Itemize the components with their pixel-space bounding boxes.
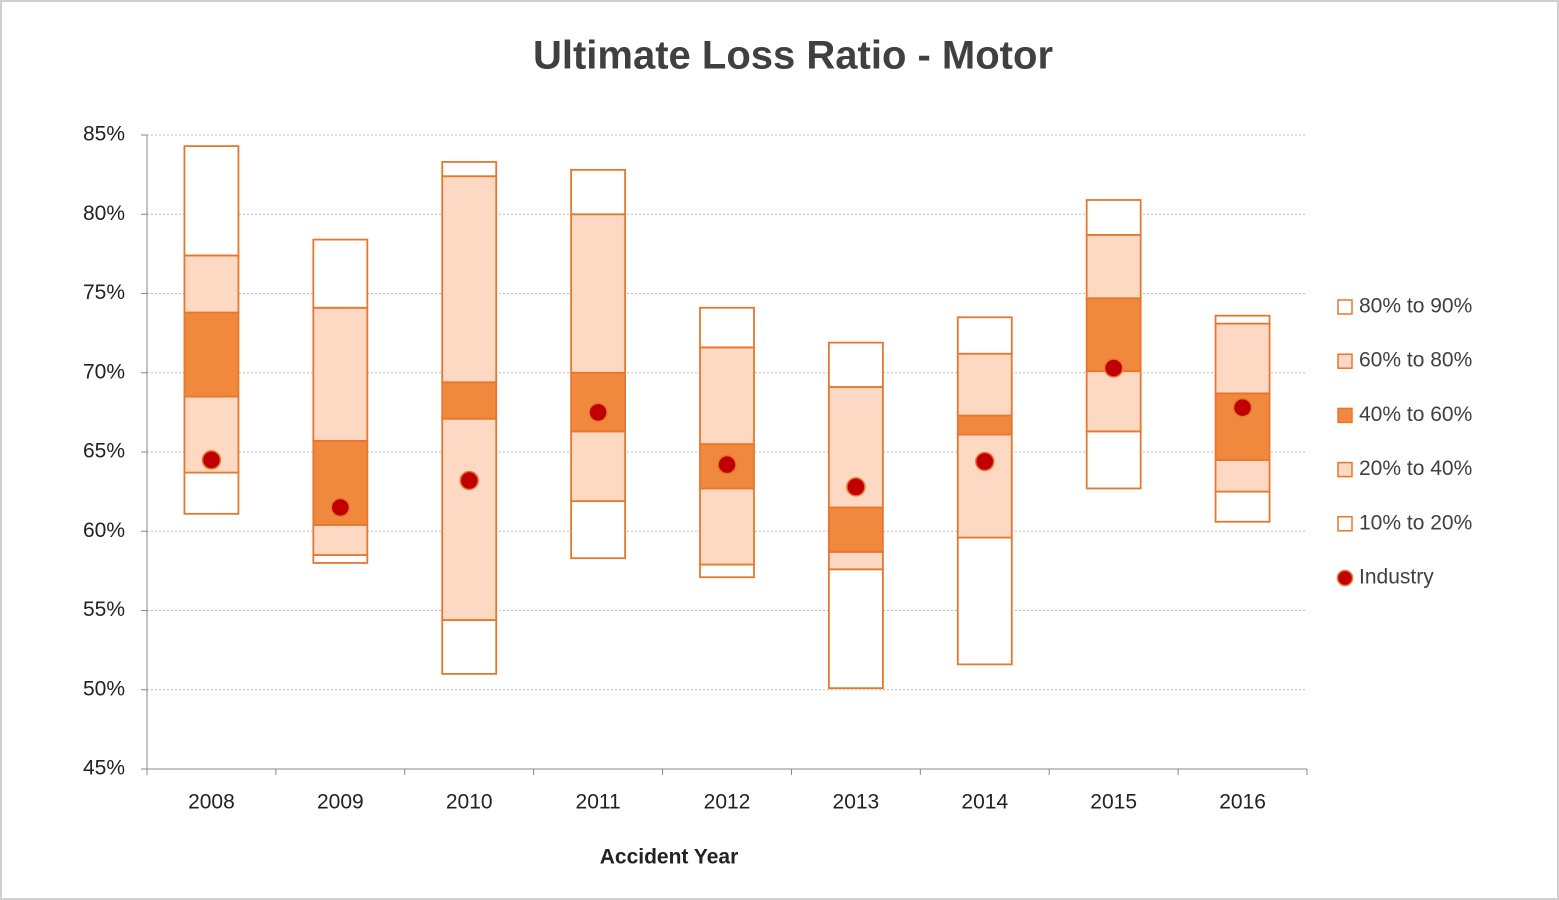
range-bar	[1214, 459, 1271, 493]
y-tick-label: 45%	[83, 757, 125, 780]
legend-swatch	[1337, 407, 1353, 424]
range-bar	[570, 213, 627, 374]
chart-title: Ultimate Loss Ratio - Motor	[533, 34, 1053, 78]
y-tick-label: 60%	[83, 519, 125, 542]
range-bar	[441, 161, 498, 178]
range-bar	[1214, 322, 1271, 395]
range-bar	[1214, 314, 1271, 325]
industry-point	[975, 451, 995, 472]
range-bar	[699, 563, 755, 579]
range-bar	[312, 554, 369, 564]
legend-label: 20% to 40%	[1359, 457, 1472, 480]
y-tick-label: 75%	[83, 281, 125, 304]
range-bar	[441, 381, 498, 420]
industry-point	[846, 477, 866, 497]
x-tick-label: 2012	[704, 791, 751, 814]
range-bar	[441, 175, 498, 384]
industry-point	[1103, 358, 1124, 378]
x-tick-label: 2016	[1219, 791, 1266, 814]
y-tick-label: 80%	[83, 202, 125, 225]
x-tick-label: 2009	[317, 791, 364, 814]
range-bar	[1085, 233, 1142, 300]
range-bar	[827, 550, 884, 571]
x-tick-label: 2014	[961, 791, 1008, 814]
y-tick-label: 85%	[83, 123, 125, 146]
range-bar	[1214, 490, 1271, 523]
industry-point	[201, 450, 222, 470]
legend-label: 40% to 60%	[1359, 403, 1472, 426]
legend-label: 80% to 90%	[1359, 295, 1472, 318]
range-bar	[183, 471, 240, 515]
range-bar	[183, 254, 240, 314]
y-tick-label: 70%	[83, 360, 125, 383]
range-bar	[1085, 199, 1142, 236]
range-bar	[1085, 370, 1142, 433]
range-bar	[570, 430, 627, 503]
industry-point	[717, 454, 737, 475]
y-tick-label: 65%	[83, 440, 125, 463]
range-bar	[827, 568, 884, 690]
range-bar	[312, 524, 369, 556]
range-bar	[956, 352, 1013, 417]
legend-swatch	[1337, 299, 1353, 315]
range-bar	[827, 506, 884, 553]
y-tick-label: 50%	[83, 677, 125, 700]
range-bar	[699, 346, 755, 445]
legend-swatch	[1337, 353, 1353, 369]
range-bar	[441, 417, 498, 621]
range-bar	[956, 433, 1013, 539]
range-bar	[699, 487, 755, 566]
industry-point	[1232, 397, 1253, 418]
range-bar	[183, 145, 240, 257]
legend-label: Industry	[1359, 566, 1434, 589]
x-axis-title: Accident Year	[600, 846, 739, 869]
range-bar	[956, 536, 1013, 666]
industry-point	[330, 497, 351, 518]
x-tick-label: 2013	[833, 791, 880, 814]
legend-label: 10% to 20%	[1359, 511, 1472, 534]
range-bar	[956, 414, 1013, 436]
range-bar	[312, 306, 369, 442]
range-bar	[441, 619, 498, 675]
legend-swatch	[1336, 569, 1354, 587]
range-bar	[956, 316, 1013, 355]
range-bar	[570, 371, 627, 433]
y-tick-label: 55%	[83, 598, 125, 621]
industry-point	[459, 470, 479, 491]
x-tick-label: 2011	[576, 791, 621, 814]
legend-label: 60% to 80%	[1359, 349, 1472, 372]
legend-swatch	[1337, 461, 1353, 478]
legend-swatch	[1337, 516, 1353, 532]
x-tick-label: 2015	[1090, 791, 1137, 814]
range-bar	[312, 238, 369, 309]
range-bar	[699, 306, 755, 349]
range-bar	[570, 168, 627, 216]
range-bar	[570, 500, 627, 560]
range-bar	[1085, 430, 1142, 490]
range-bar	[827, 341, 884, 388]
industry-point	[588, 402, 608, 423]
x-tick-label: 2008	[188, 791, 235, 814]
x-tick-label: 2010	[446, 791, 493, 814]
range-bar	[183, 311, 240, 398]
